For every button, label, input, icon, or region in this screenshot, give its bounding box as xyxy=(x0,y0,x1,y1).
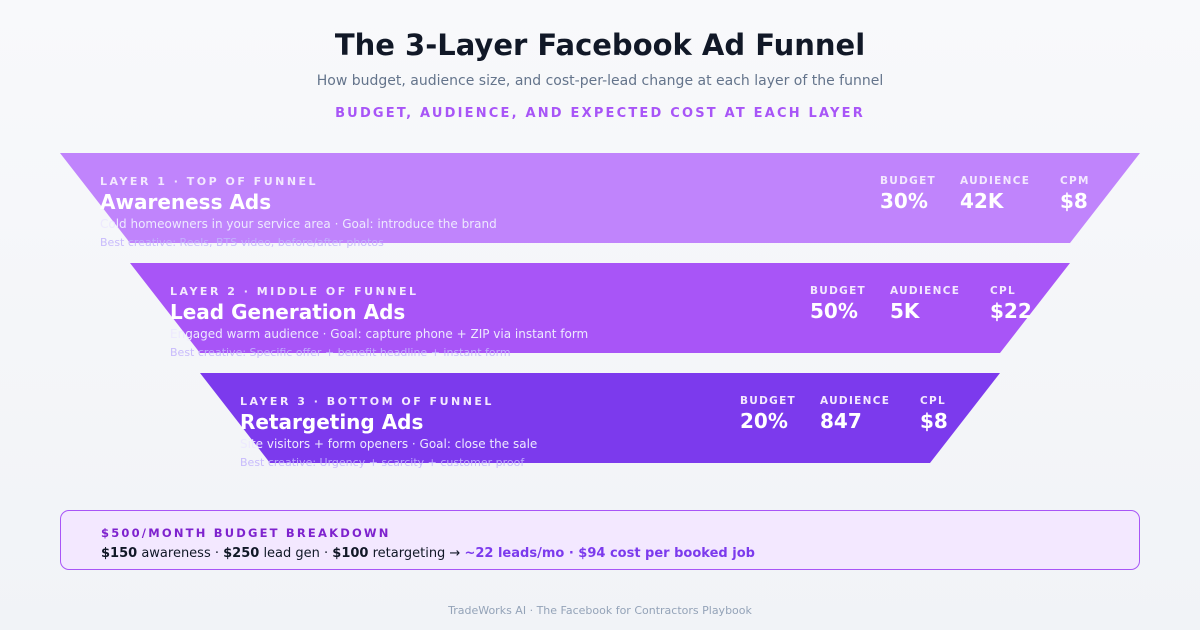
layer-3-description: Site visitors + form openers · Goal: clo… xyxy=(240,437,538,451)
funnel-layer-2-shape xyxy=(130,263,1070,353)
page-title: The 3-Layer Facebook Ad Funnel xyxy=(334,28,866,62)
retargeting-label: retargeting → xyxy=(368,546,465,561)
awareness-amount: $150 xyxy=(101,546,138,561)
retargeting-amount: $100 xyxy=(332,546,369,561)
metric-value: 20% xyxy=(740,409,788,433)
layer-3-creative: Best creative: Urgency + scarcity + cust… xyxy=(240,456,525,469)
layer-1-creative: Best creative: Reels, BTS video, before/… xyxy=(100,236,384,249)
metric-label: BUDGET xyxy=(880,175,936,187)
funnel-layer-1-band xyxy=(60,153,1140,243)
leadgen-amount: $250 xyxy=(223,546,260,561)
layer-3-kicker: LAYER 3 · BOTTOM OF FUNNEL xyxy=(240,395,494,408)
metric-label: BUDGET xyxy=(810,285,866,297)
layer-1-budget-metric: BUDGET 30% xyxy=(880,175,936,213)
layer-2-kicker: LAYER 2 · MIDDLE OF FUNNEL xyxy=(170,285,419,298)
layer-1-name: Awareness Ads xyxy=(100,190,272,214)
metric-label: CPM xyxy=(1060,175,1090,187)
metric-label: AUDIENCE xyxy=(820,395,891,407)
section-label: BUDGET, AUDIENCE, AND EXPECTED COST AT E… xyxy=(335,106,865,121)
awareness-label: awareness · xyxy=(137,546,224,561)
metric-value: 42K xyxy=(960,189,1004,213)
funnel-layer-1-shape xyxy=(60,153,1140,243)
funnel-layer-3: LAYER 3 · BOTTOM OF FUNNEL Retargeting A… xyxy=(200,373,1000,469)
layer-2-description: Engaged warm audience · Goal: capture ph… xyxy=(170,327,589,341)
layer-1-audience-metric: AUDIENCE 42K xyxy=(960,175,1030,213)
metric-label: CPL xyxy=(990,285,1016,297)
metric-value: 50% xyxy=(810,299,858,323)
layer-1-cost-metric: CPM $8 xyxy=(1060,175,1090,213)
funnel-layer-2-band xyxy=(130,263,1070,353)
footer-credit: TradeWorks AI · The Facebook for Contrac… xyxy=(448,604,752,617)
metric-label: AUDIENCE xyxy=(960,175,1031,187)
metric-value: 5K xyxy=(890,299,920,323)
metric-value: 847 xyxy=(820,409,862,433)
funnel-layer-3-shape xyxy=(200,373,1000,463)
layer-2-budget-metric: BUDGET 50% xyxy=(810,285,866,323)
layer-1-kicker: LAYER 1 · TOP OF FUNNEL xyxy=(100,175,319,188)
funnel-layer-3-band xyxy=(200,373,1000,463)
layer-2-cost-metric: CPL $22 xyxy=(990,285,1032,323)
metric-label: AUDIENCE xyxy=(890,285,961,297)
budget-breakdown-box: $500/MONTH BUDGET BREAKDOWN $150 awarene… xyxy=(60,510,1140,570)
layer-1-description: Cold homeowners in your service area · G… xyxy=(100,217,497,231)
layer-2-audience-metric: AUDIENCE 5K xyxy=(890,285,960,323)
layer-3-name: Retargeting Ads xyxy=(240,410,424,434)
layer-3-cost-metric: CPL $8 xyxy=(920,395,948,433)
metric-label: BUDGET xyxy=(740,395,796,407)
metric-value: $22 xyxy=(990,299,1032,323)
page-subtitle: How budget, audience size, and cost-per-… xyxy=(316,73,884,89)
metric-value: $8 xyxy=(920,409,948,433)
budget-breakdown-title: $500/MONTH BUDGET BREAKDOWN xyxy=(101,526,391,540)
metric-value: 30% xyxy=(880,189,928,213)
layer-3-audience-metric: AUDIENCE 847 xyxy=(820,395,890,433)
metric-value: $8 xyxy=(1060,189,1088,213)
budget-result: ~22 leads/mo · $94 cost per booked job xyxy=(464,546,755,561)
layer-2-creative: Best creative: Specific offer + benefit … xyxy=(170,346,511,359)
layer-3-budget-metric: BUDGET 20% xyxy=(740,395,796,433)
leadgen-label: lead gen · xyxy=(259,546,333,561)
budget-breakdown-line: $150 awareness · $250 lead gen · $100 re… xyxy=(101,546,755,561)
funnel-layer-2: LAYER 2 · MIDDLE OF FUNNEL Lead Generati… xyxy=(130,263,1070,359)
metric-label: CPL xyxy=(920,395,946,407)
layer-2-name: Lead Generation Ads xyxy=(170,300,406,324)
funnel-layer-1: LAYER 1 · TOP OF FUNNEL Awareness Ads Co… xyxy=(60,153,1140,249)
